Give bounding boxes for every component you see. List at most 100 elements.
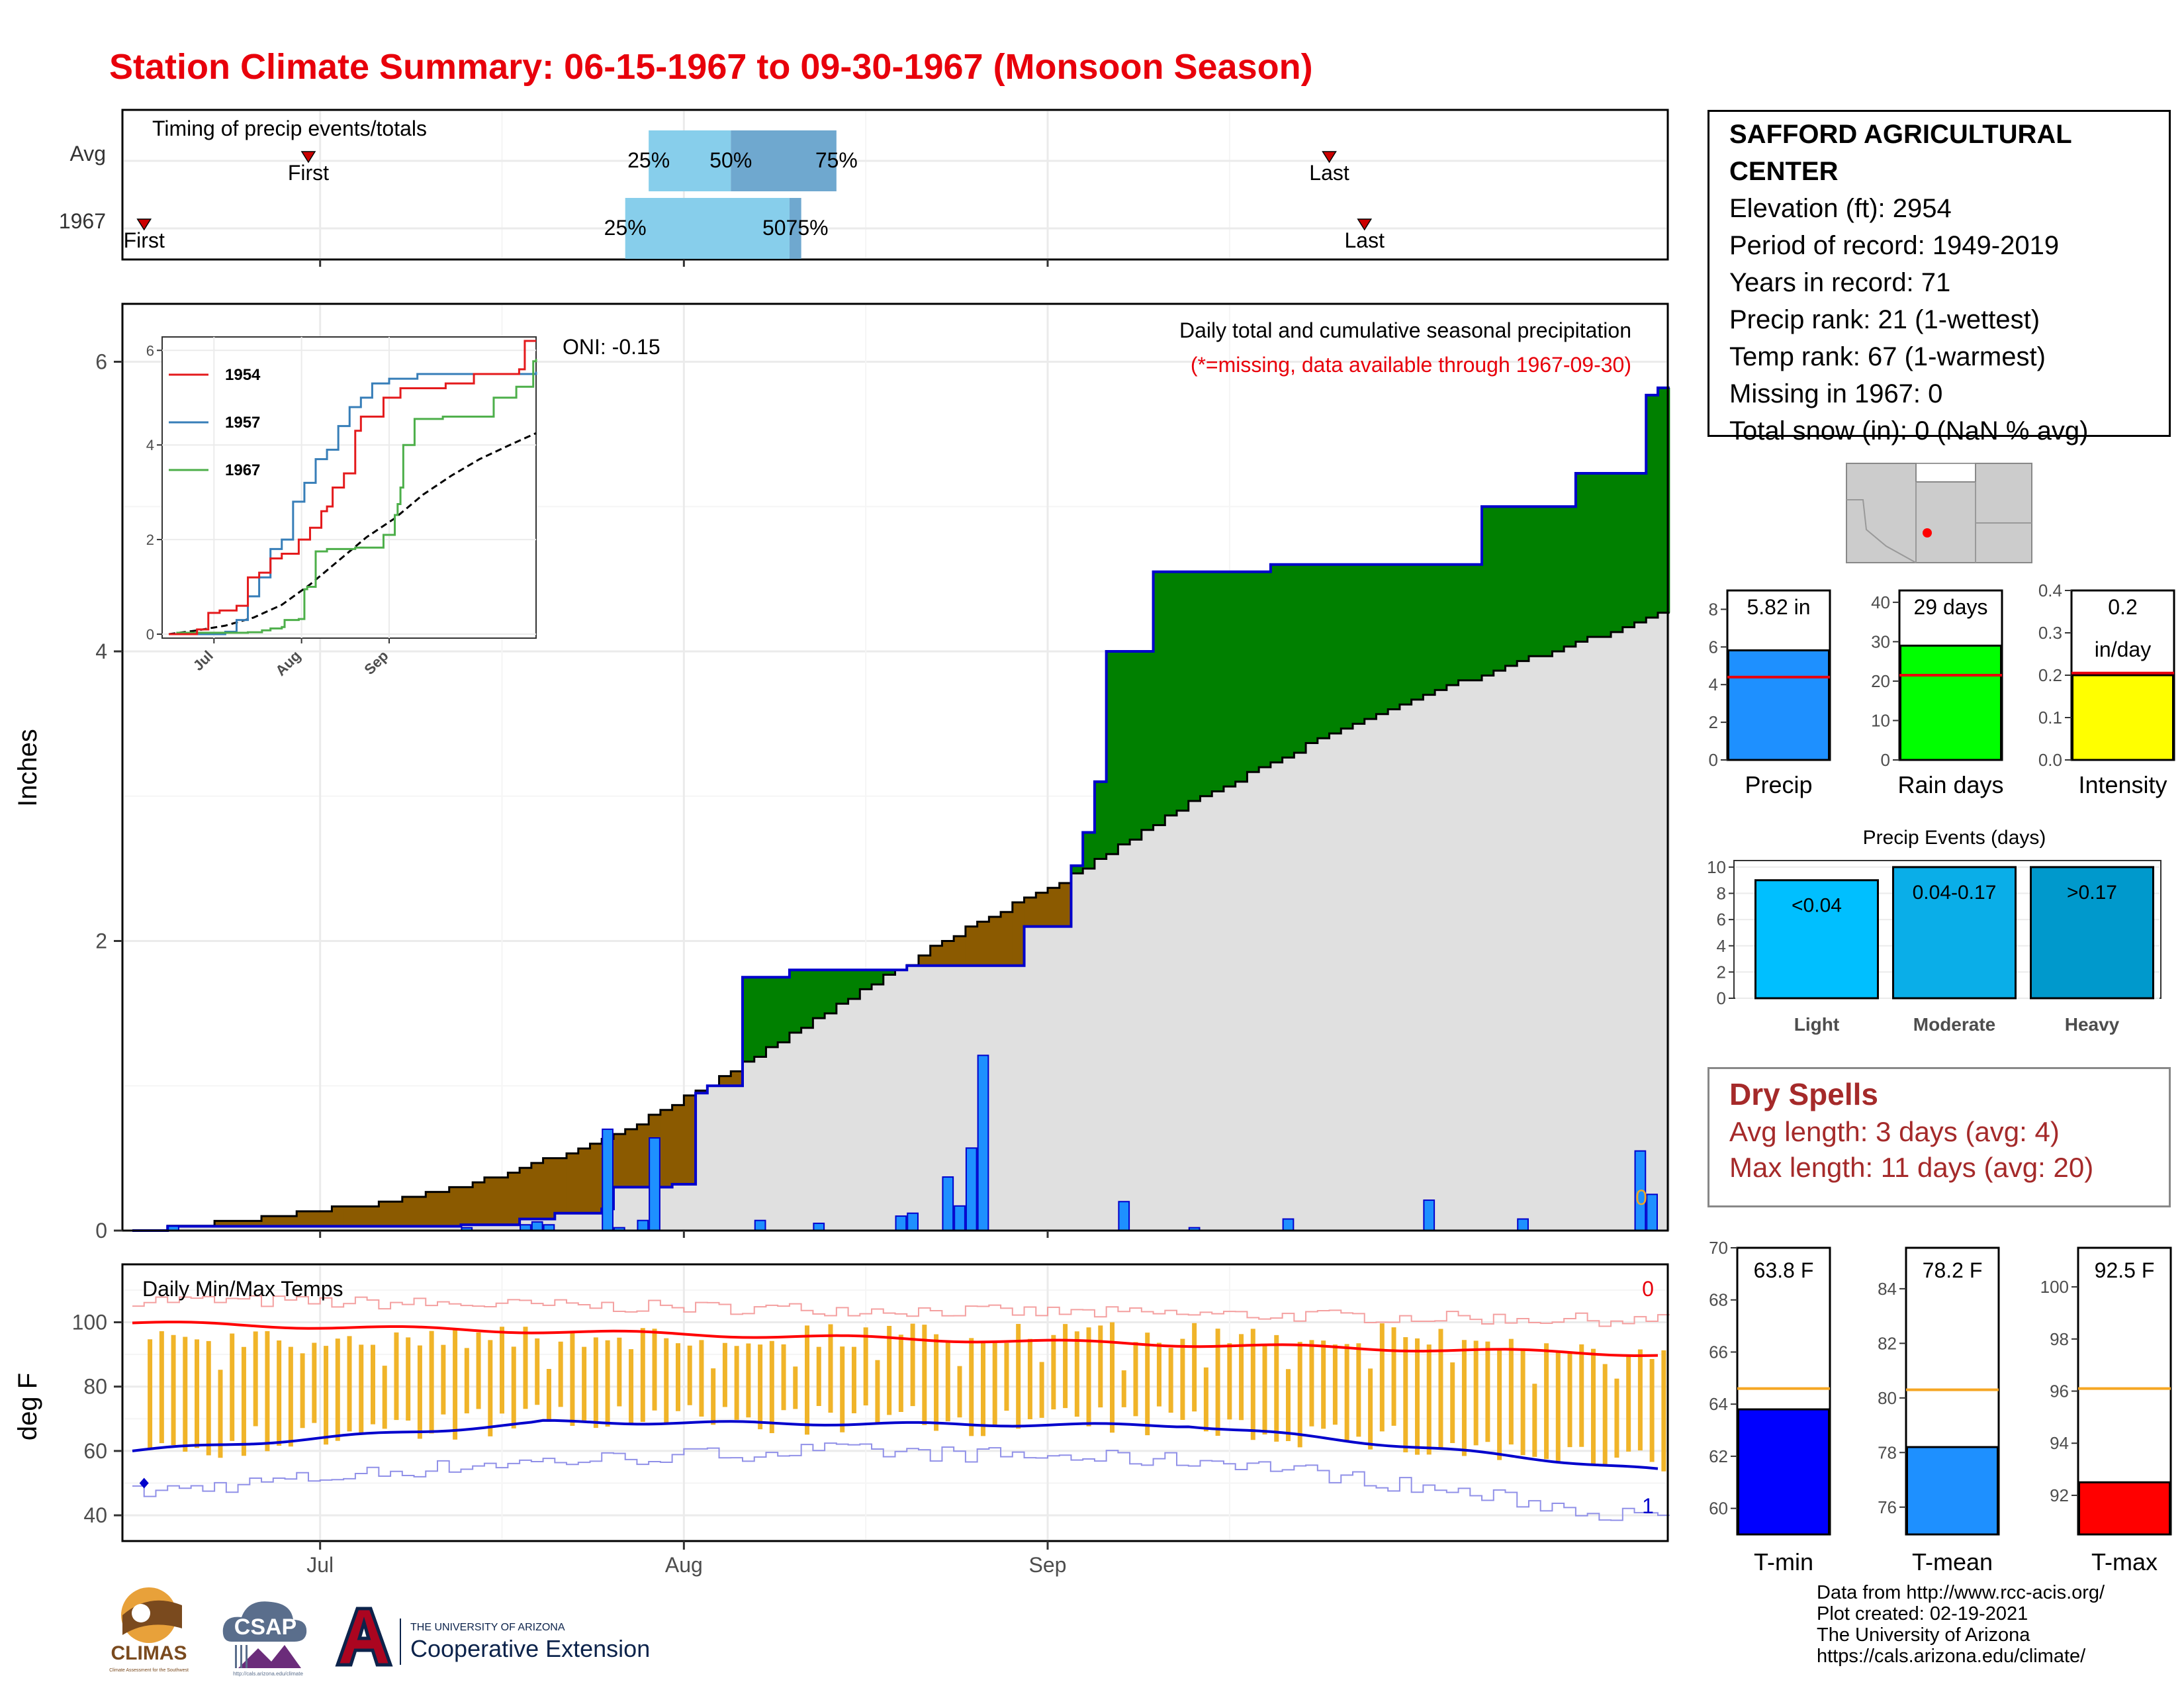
inset-legend-label: 1954 (225, 366, 261, 384)
precip-events-bar-label: >0.17 (2067, 882, 2117, 904)
daily-precip-bar (754, 1219, 766, 1231)
surplus-area (1517, 506, 1529, 661)
surplus-area (1399, 564, 1412, 705)
deficit-area (977, 921, 989, 966)
timing-row-1967-label: 1967 (59, 209, 106, 233)
station-elevation: Elevation (ft): 2954 (1729, 194, 1952, 223)
timing-bar-q1 (625, 198, 790, 259)
deficit-area (261, 1216, 274, 1227)
deficit-area (625, 1129, 638, 1188)
precip-events-tick-label: 0 (1717, 988, 1726, 1008)
station-years: Years in record: 71 (1729, 268, 1951, 297)
deficit-area (508, 1172, 520, 1225)
inset-line-1954 (169, 340, 536, 635)
summary-bar-tick-label: 8 (1709, 599, 1718, 619)
surplus-area (1341, 564, 1353, 729)
deficit-area (660, 1109, 673, 1188)
precip-ytick-label: 0 (95, 1219, 107, 1243)
timing-panel: First Last 25% 50% 75% First Last 25% 5075% Timi… (59, 109, 1669, 261)
deficit-area (930, 945, 943, 966)
surplus-area (1071, 865, 1083, 874)
temp-bar-label: T-min (1754, 1548, 1813, 1575)
deficit-area (461, 1187, 473, 1225)
timing-first-marker (136, 218, 152, 231)
summary-bar-tick-label: 2 (1709, 712, 1718, 732)
surplus-area (1423, 564, 1435, 695)
avg-cumulative-line (132, 612, 1670, 1232)
surplus-area (1153, 571, 1165, 825)
timing-row-avg-label: Avg (69, 142, 106, 165)
surplus-area (883, 970, 896, 975)
timing-first-marker (300, 151, 316, 164)
daily-precip-bar (1423, 1199, 1435, 1231)
dry-spells-title: Dry Spells (1729, 1077, 1878, 1111)
deficit-area (1001, 912, 1013, 966)
summary-bar-tick-label: 0.0 (2038, 750, 2062, 770)
surplus-area (813, 970, 825, 1019)
inset-ytick-label: 6 (146, 342, 154, 359)
precip-events-tick-label: 10 (1707, 857, 1726, 877)
avg-min-temp-line (132, 1419, 1659, 1470)
temp-missing-min: 1 (1642, 1494, 1654, 1518)
deficit-area (567, 1153, 579, 1213)
summary-bar-tick-label: 30 (1871, 632, 1890, 651)
timing-last-label: Last (1309, 161, 1349, 185)
deficit-area (414, 1196, 426, 1227)
surplus-area (1083, 832, 1095, 869)
summary-bar-tick-label: 20 (1871, 671, 1890, 691)
inset-legend-label: 1957 (225, 414, 260, 432)
surplus-area (1118, 651, 1130, 845)
deficit-area (214, 1221, 227, 1227)
summary-bar-tick-label: 0.4 (2038, 581, 2062, 600)
temp-bar-value: 92.5 F (2095, 1258, 2155, 1282)
daily-precip-bar (942, 1176, 954, 1231)
daily-precip-bar (531, 1221, 543, 1231)
deficit-area (1024, 897, 1036, 927)
surplus-area (1212, 571, 1224, 792)
daily-precip-bar (602, 1128, 614, 1231)
ua-logo: THE UNIVERSITY OF ARIZONA Cooperative Ex… (335, 1607, 650, 1667)
surplus-area (1540, 506, 1553, 657)
surplus-area (1130, 651, 1142, 840)
surplus-area (1552, 506, 1565, 651)
climas-logo-subtitle: Climate Assessment for the Southwest (109, 1668, 189, 1673)
surplus-area (1094, 781, 1107, 859)
deficit-area (379, 1201, 391, 1227)
deficit-area (226, 1221, 239, 1227)
climas-logo: CLIMAS Climate Assessment for the Southw… (109, 1587, 189, 1673)
climas-logo-text: CLIMAS (111, 1642, 187, 1664)
deficit-area (250, 1221, 262, 1227)
timing-first-label: First (288, 161, 329, 185)
precip-ylabel: Inches (13, 729, 42, 807)
csap-logo: CSAP http://cals.arizona.edu/climate (222, 1601, 307, 1677)
logo-strip: CLIMAS Climate Assessment for the Southw… (109, 1587, 650, 1677)
timing-last-label: Last (1344, 228, 1385, 252)
surplus-area (1411, 564, 1424, 700)
precip-ytick-label: 2 (95, 929, 107, 953)
deficit-area (296, 1211, 309, 1227)
summary-bar-tick-label: 10 (1871, 710, 1890, 730)
summary-bar-tick-label: 0.1 (2038, 708, 2062, 727)
surplus-area (1177, 571, 1189, 811)
temp-bar-t-min (1737, 1408, 1830, 1536)
deficit-area (531, 1162, 544, 1219)
daily-precip-bar (637, 1219, 649, 1231)
surplus-area (1294, 564, 1306, 753)
locator-map (1846, 463, 2032, 563)
precip-events-tick-label: 6 (1717, 910, 1726, 929)
surplus-area (1259, 571, 1271, 767)
deficit-area (918, 955, 931, 966)
temp-bar-tick-label: 100 (2040, 1277, 2069, 1297)
deficit-area (989, 917, 1001, 966)
timing-p25-label: 25% (627, 148, 670, 172)
temp-ytick-label: 40 (83, 1503, 107, 1527)
surplus-area (872, 970, 884, 985)
station-snow: Total snow (in): 0 (NaN % avg) (1729, 416, 2089, 445)
temp-ytick-label: 60 (83, 1439, 107, 1463)
surplus-area (1317, 564, 1330, 739)
inset-frame (161, 336, 537, 639)
precip-events-title: Precip Events (days) (1863, 827, 2046, 849)
surplus-area (1188, 571, 1201, 802)
temp-missing-max: 0 (1642, 1277, 1654, 1301)
summary-bar-value: 29 days (1913, 595, 1987, 619)
